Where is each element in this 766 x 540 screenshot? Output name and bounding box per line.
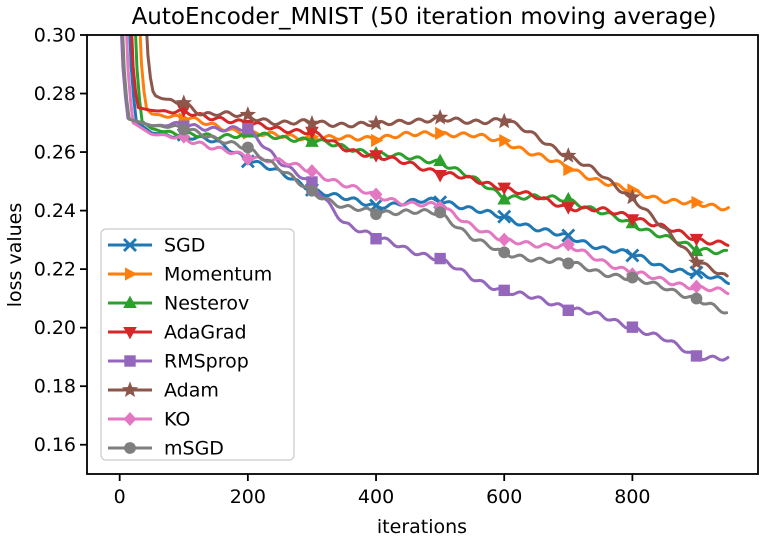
y-tick-label: 0.20 xyxy=(34,317,76,339)
x-tick-label: 400 xyxy=(358,486,394,508)
legend-label: AdaGrad xyxy=(164,322,247,344)
x-axis-ticks: 0 200 400 600 800 xyxy=(114,474,651,508)
legend-entry-Nesterov: Nesterov xyxy=(108,293,249,315)
legend-entry-Adam: Adam xyxy=(108,380,219,402)
x-tick-label: 200 xyxy=(230,486,266,508)
y-tick-label: 0.28 xyxy=(34,83,76,105)
y-axis-ticks: 0.30 0.28 0.26 0.24 0.22 0.20 0.18 0.16 xyxy=(34,25,87,456)
legend-label: Adam xyxy=(164,380,219,402)
legend-label: Momentum xyxy=(164,264,272,286)
x-tick-label: 0 xyxy=(114,486,126,508)
y-tick-label: 0.30 xyxy=(34,25,76,47)
x-axis-label: iterations xyxy=(377,516,467,538)
y-tick-label: 0.18 xyxy=(34,376,76,398)
legend-label: mSGD xyxy=(164,438,224,460)
legend-entry-SGD: SGD xyxy=(108,235,205,257)
legend-entry-KO: KO xyxy=(108,409,190,431)
legend-label: SGD xyxy=(164,235,205,257)
y-axis-label: loss values xyxy=(4,203,26,308)
axes-frame: 0 200 400 600 800 0.30 0.28 0.26 0.24 0.22 0.20 0.1… xyxy=(34,25,759,508)
legend-label: Nesterov xyxy=(164,293,249,315)
series-markers-mSGD xyxy=(177,123,703,305)
y-tick-label: 0.22 xyxy=(34,259,76,281)
plot-area: 0 200 400 600 800 0.30 0.28 0.26 0.24 0.22 0.20 0.1… xyxy=(34,25,759,508)
series-mSGD xyxy=(121,35,729,315)
legend: SGD Momentum Nesterov AdaGrad RMSprop Adam KO m… xyxy=(100,228,295,461)
legend-entry-AdaGrad: AdaGrad xyxy=(108,322,247,344)
x-tick-label: 600 xyxy=(486,486,522,508)
chart-title: AutoEncoder_MNIST (50 iteration moving a… xyxy=(132,4,717,30)
x-tick-label: 800 xyxy=(614,486,650,508)
series-Momentum xyxy=(138,35,730,212)
series-markers-Adam xyxy=(175,94,705,270)
series-Adam xyxy=(145,35,729,278)
series-markers-AdaGrad xyxy=(176,105,704,247)
y-tick-label: 0.24 xyxy=(34,200,76,222)
legend-entry-Momentum: Momentum xyxy=(108,264,272,286)
legend-label: RMSprop xyxy=(164,351,249,373)
legend-entry-mSGD: mSGD xyxy=(108,438,224,460)
legend-label: KO xyxy=(164,409,190,431)
legend-entry-RMSprop: RMSprop xyxy=(108,351,249,373)
y-tick-label: 0.26 xyxy=(34,142,76,164)
y-tick-label: 0.16 xyxy=(34,434,76,456)
